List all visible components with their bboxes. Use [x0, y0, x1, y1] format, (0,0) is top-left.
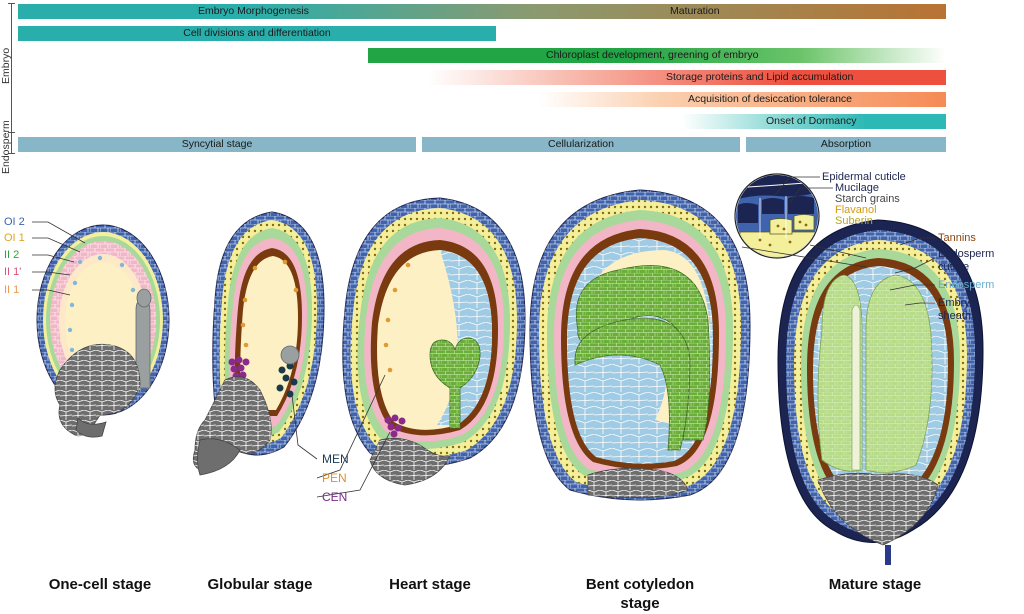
- globular-seed: [192, 211, 325, 476]
- maturation-label: Maturation: [670, 5, 720, 17]
- cell-division-bar: Cell divisions and differentiation: [18, 26, 496, 41]
- side-axis: [11, 3, 12, 153]
- one-cell-seed: [36, 224, 170, 438]
- axis-tick-top: [8, 3, 15, 4]
- endosperm-label: Endosperm: [938, 279, 995, 291]
- bent-cotyledon-stage-title-2: stage: [620, 595, 660, 612]
- desiccation-bar: Acquisition of desiccation tolerance: [538, 92, 946, 107]
- axis-tick-bot: [8, 153, 15, 154]
- starch-grains-label: Starch grains: [835, 193, 900, 205]
- endosperm-cuticle-label-2: cuticle: [938, 261, 970, 273]
- ii2-label: II 2: [4, 249, 20, 261]
- mature-seed: [777, 219, 984, 565]
- nuclei-leaders: [291, 374, 391, 498]
- ii1-label: II 1: [4, 284, 20, 296]
- cellularization-bar: Cellularization: [422, 137, 740, 152]
- dormancy-label: Onset of Dormancy: [766, 115, 857, 127]
- syncytial-bar: Syncytial stage: [18, 137, 416, 152]
- heart-seed: [342, 197, 526, 486]
- embryo-sheath-label-1: Embryo: [938, 297, 976, 309]
- heart-stage-title: Heart stage: [389, 576, 471, 593]
- storage-bar: Storage proteins and Lipid accumulation: [428, 70, 946, 85]
- chloroplast-bar: Chloroplast development, greening of emb…: [368, 48, 946, 63]
- storage-label: Storage proteins and Lipid accumulation: [666, 71, 854, 83]
- flavanol-label: Flavanol: [835, 204, 877, 216]
- embryo-sheath-label-2: sheath: [938, 310, 972, 322]
- oi2-label: OI 2: [4, 216, 25, 228]
- embryo-morphogenesis-label: Embryo Morphogenesis: [198, 5, 309, 17]
- bent-cotyledon-seed: [529, 189, 751, 501]
- absorption-bar: Absorption: [746, 137, 946, 152]
- men-label: MEN: [322, 452, 349, 466]
- integument-leaders: [32, 221, 86, 296]
- epidermal-cuticle-label: Epidermal cuticle: [822, 171, 906, 183]
- seed-coat-inset: [734, 173, 867, 268]
- desiccation-label: Acquisition of desiccation tolerance: [688, 93, 853, 105]
- axis-tick-mid: [8, 132, 15, 133]
- pen-label: PEN: [322, 471, 347, 485]
- endosperm-cuticle-label-1: Endosperm: [938, 248, 995, 260]
- suberin-label: Suberin: [835, 215, 873, 227]
- globular-stage-title: Globular stage: [207, 576, 313, 593]
- morphogenesis-maturation-bar: Embryo Morphogenesis Maturation: [18, 4, 946, 19]
- mature-leaders: [774, 176, 936, 306]
- bent-cotyledon-stage-title-1: Bent cotyledon: [585, 576, 695, 593]
- mucilage-label: Mucilage: [835, 182, 880, 194]
- mature-stage-title: Mature stage: [828, 576, 922, 593]
- chloroplast-label: Chloroplast development, greening of emb…: [546, 49, 759, 61]
- dormancy-bar: Onset of Dormancy: [682, 114, 946, 129]
- oi1-label: OI 1: [4, 232, 25, 244]
- cen-label: CEN: [322, 490, 348, 504]
- ii1-prime-label: II 1': [4, 266, 22, 278]
- tannins-label: Tannins: [938, 232, 976, 244]
- one-cell-stage-title: One-cell stage: [48, 576, 152, 593]
